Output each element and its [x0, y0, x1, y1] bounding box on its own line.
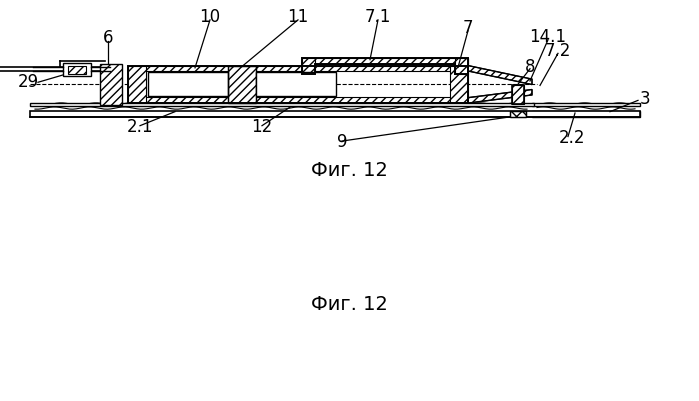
- Text: 3: 3: [640, 89, 650, 107]
- Bar: [128, 97, 468, 103]
- Bar: [68, 65, 86, 74]
- Bar: [302, 58, 468, 64]
- Bar: [30, 111, 640, 117]
- Bar: [532, 103, 640, 106]
- Bar: [510, 111, 526, 117]
- Bar: [128, 65, 146, 103]
- Text: 11: 11: [287, 8, 309, 26]
- Polygon shape: [468, 65, 532, 85]
- Bar: [228, 65, 256, 103]
- Bar: [30, 103, 534, 106]
- Bar: [510, 111, 526, 117]
- Bar: [455, 58, 468, 74]
- Text: 2.2: 2.2: [559, 129, 585, 147]
- Bar: [148, 72, 228, 96]
- Text: 8: 8: [525, 58, 535, 76]
- Bar: [256, 72, 336, 96]
- Text: 6: 6: [103, 29, 113, 47]
- Bar: [450, 65, 468, 103]
- Polygon shape: [468, 89, 532, 103]
- Text: 7.2: 7.2: [545, 42, 571, 60]
- Bar: [100, 64, 122, 105]
- Bar: [532, 111, 640, 117]
- Text: 2.1: 2.1: [127, 118, 153, 136]
- Bar: [128, 65, 468, 71]
- Bar: [302, 58, 315, 74]
- Text: 7.1: 7.1: [365, 8, 391, 26]
- Text: Фиг. 12: Фиг. 12: [310, 295, 387, 314]
- Bar: [63, 63, 91, 76]
- Bar: [228, 65, 256, 103]
- Bar: [128, 65, 468, 103]
- Bar: [512, 85, 524, 104]
- Text: Фиг. 12: Фиг. 12: [310, 161, 387, 180]
- Text: 12: 12: [252, 118, 273, 136]
- Text: 9: 9: [337, 134, 347, 152]
- Text: 7: 7: [463, 19, 473, 37]
- Text: 14.1: 14.1: [530, 28, 566, 46]
- Text: 29: 29: [17, 73, 38, 91]
- Text: 10: 10: [199, 8, 221, 26]
- Bar: [512, 85, 524, 104]
